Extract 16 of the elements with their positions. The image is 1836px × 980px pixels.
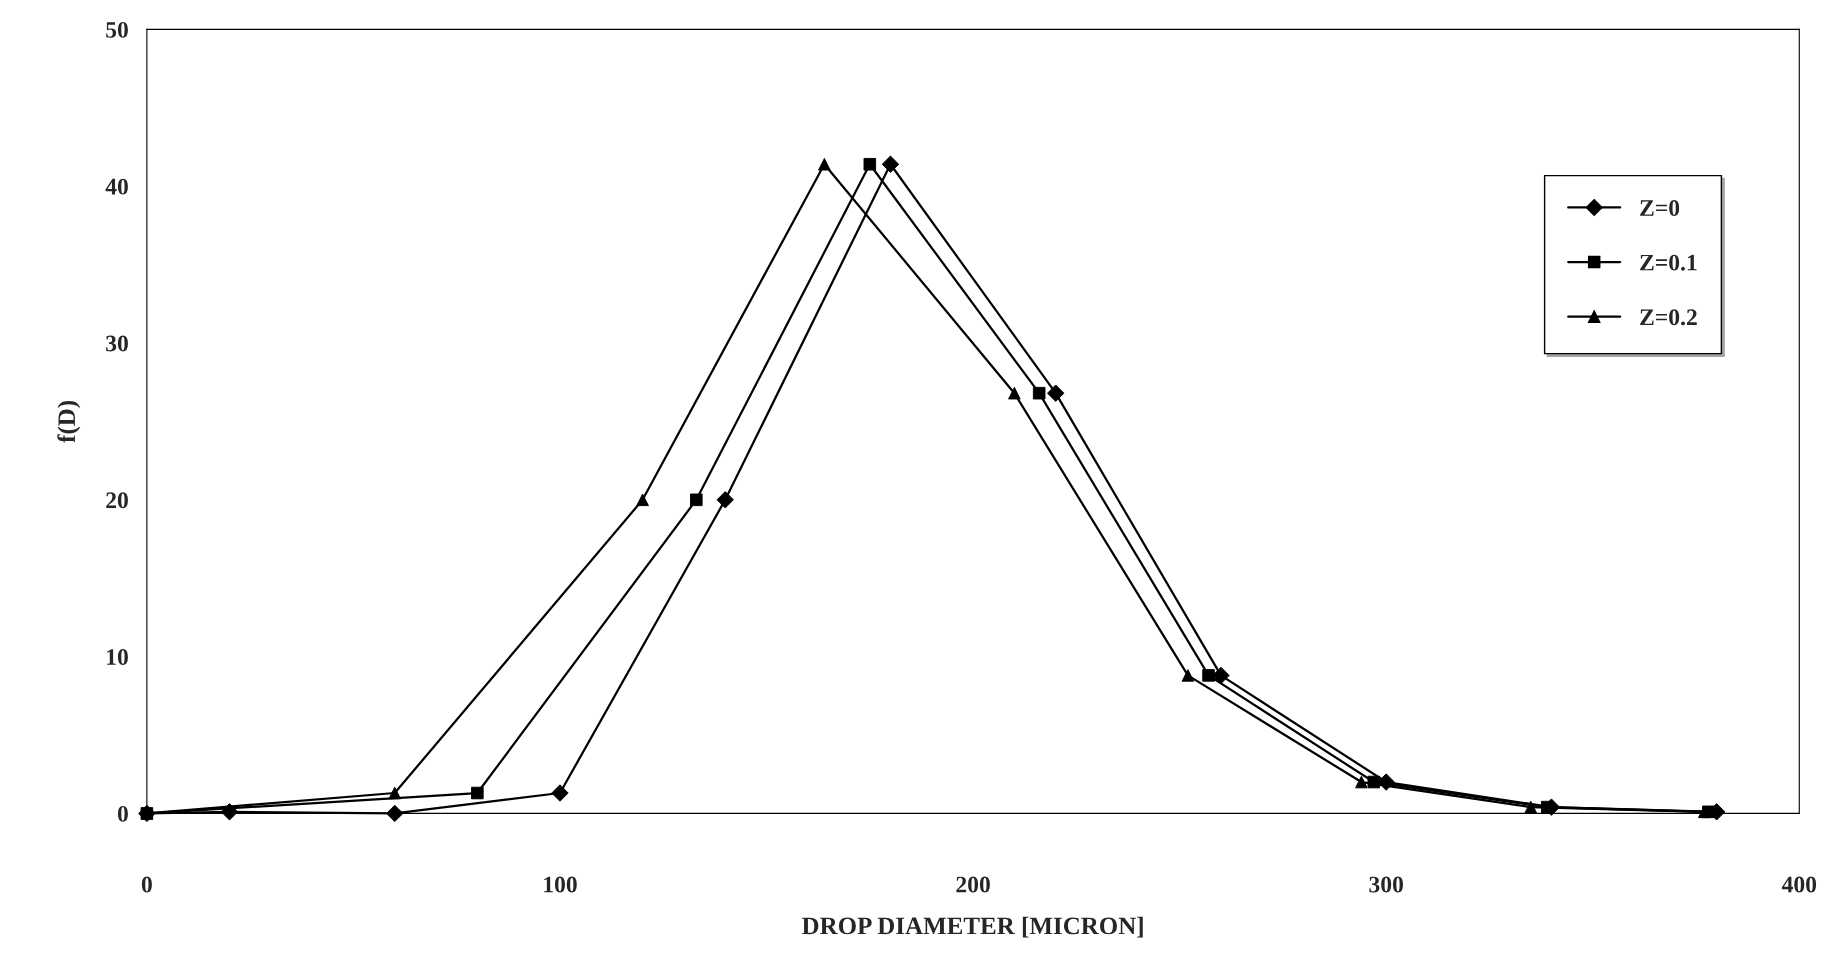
y-axis-title: f(D) <box>57 400 81 443</box>
y-tick-label: 40 <box>105 178 128 195</box>
x-tick-label: 300 <box>1369 876 1403 893</box>
x-tick-label: 400 <box>1781 876 1817 893</box>
y-tick-label: 0 <box>117 805 128 822</box>
y-tick-label: 20 <box>106 492 128 509</box>
y-tick-label: 50 <box>106 21 128 38</box>
y-tick-label: 10 <box>107 649 128 666</box>
x-tick-label: 100 <box>544 876 577 893</box>
y-tick-label: 30 <box>106 335 128 352</box>
legend-label: Z=0 <box>1640 200 1680 216</box>
legend-label: Z=0.1 <box>1640 254 1697 271</box>
legend-label: Z=0.2 <box>1640 309 1697 326</box>
x-axis-title: DROP DIAMETER [MICRON] <box>801 916 1143 938</box>
x-tick-label: 200 <box>956 876 990 893</box>
x-tick-label: 0 <box>141 876 152 893</box>
